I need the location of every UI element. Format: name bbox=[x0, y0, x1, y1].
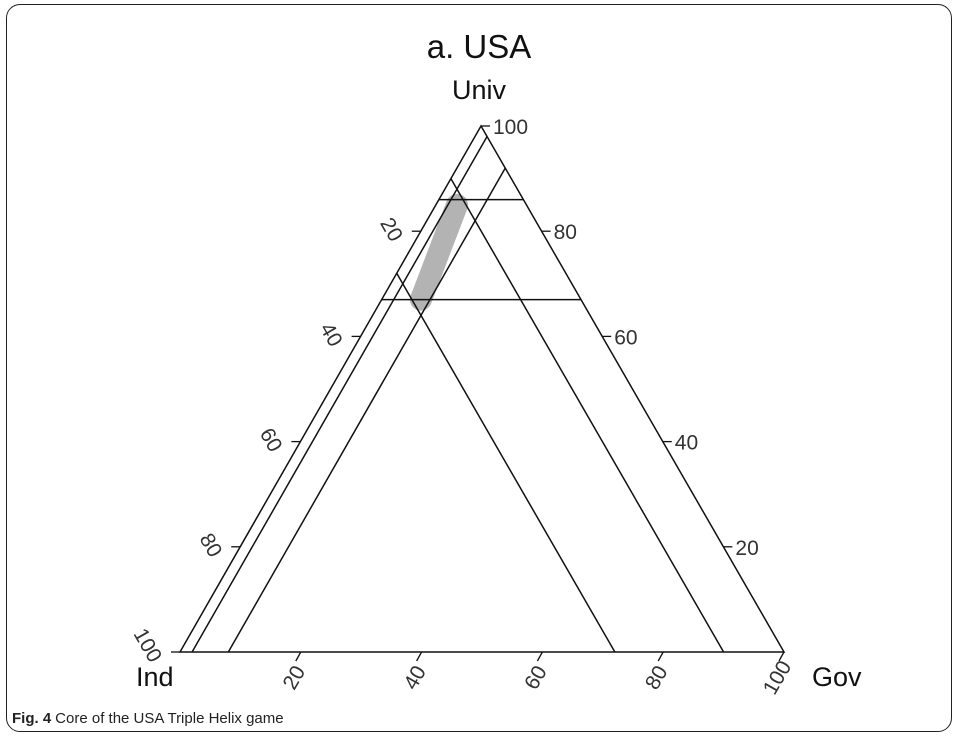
chart-title: a. USA bbox=[427, 28, 532, 65]
core-region-layer bbox=[409, 193, 468, 311]
ind-tick-label: 80 bbox=[195, 529, 227, 561]
gov-tick-label: 80 bbox=[641, 662, 673, 694]
ind-tick-label: 20 bbox=[375, 214, 407, 246]
gov-tick-label: 20 bbox=[279, 662, 311, 694]
ternary-chart: a. USA Univ Ind Gov 20 20 20 40 40 40 60 60 60 80… bbox=[129, 28, 862, 699]
ind-tick-label: 60 bbox=[255, 424, 287, 456]
univ-tick-label: 40 bbox=[675, 432, 698, 455]
boundary-line-ind-10 bbox=[450, 178, 725, 653]
gov-tick-label: 40 bbox=[399, 662, 431, 694]
core-region bbox=[409, 193, 468, 311]
boundary-line-gov-8 bbox=[227, 167, 506, 653]
boundary-lines bbox=[191, 136, 725, 653]
caption-text: Core of the USA Triple Helix game bbox=[55, 710, 284, 727]
gov-tick bbox=[778, 651, 785, 662]
ind-axis-label: Ind bbox=[136, 662, 174, 692]
caption-label: Fig. 4 bbox=[12, 710, 52, 727]
ind-tick-label: 100 bbox=[129, 625, 166, 667]
triangle-outline bbox=[178, 124, 786, 653]
gov-tick bbox=[295, 651, 302, 662]
ind-tick-label: 40 bbox=[315, 319, 347, 351]
gov-tick bbox=[416, 651, 423, 662]
univ-tick-label: 20 bbox=[735, 537, 758, 560]
ternary-frame bbox=[178, 124, 786, 653]
boundary-line-gov-2 bbox=[191, 136, 488, 653]
gov-tick-label: 60 bbox=[520, 662, 552, 694]
boundary-line-ind-28 bbox=[396, 272, 616, 653]
gov-axis-label: Gov bbox=[812, 662, 862, 692]
gov-tick bbox=[657, 651, 664, 662]
figure-frame bbox=[6, 4, 952, 732]
univ-axis-label: Univ bbox=[452, 75, 507, 105]
univ-tick-label: 100 bbox=[493, 116, 528, 139]
gov-tick-label: 100 bbox=[759, 657, 796, 699]
figure-caption: Fig. 4 Core of the USA Triple Helix game bbox=[12, 710, 284, 727]
univ-tick-label: 80 bbox=[554, 221, 577, 244]
gov-tick bbox=[536, 651, 543, 662]
univ-tick-label: 60 bbox=[614, 326, 637, 349]
